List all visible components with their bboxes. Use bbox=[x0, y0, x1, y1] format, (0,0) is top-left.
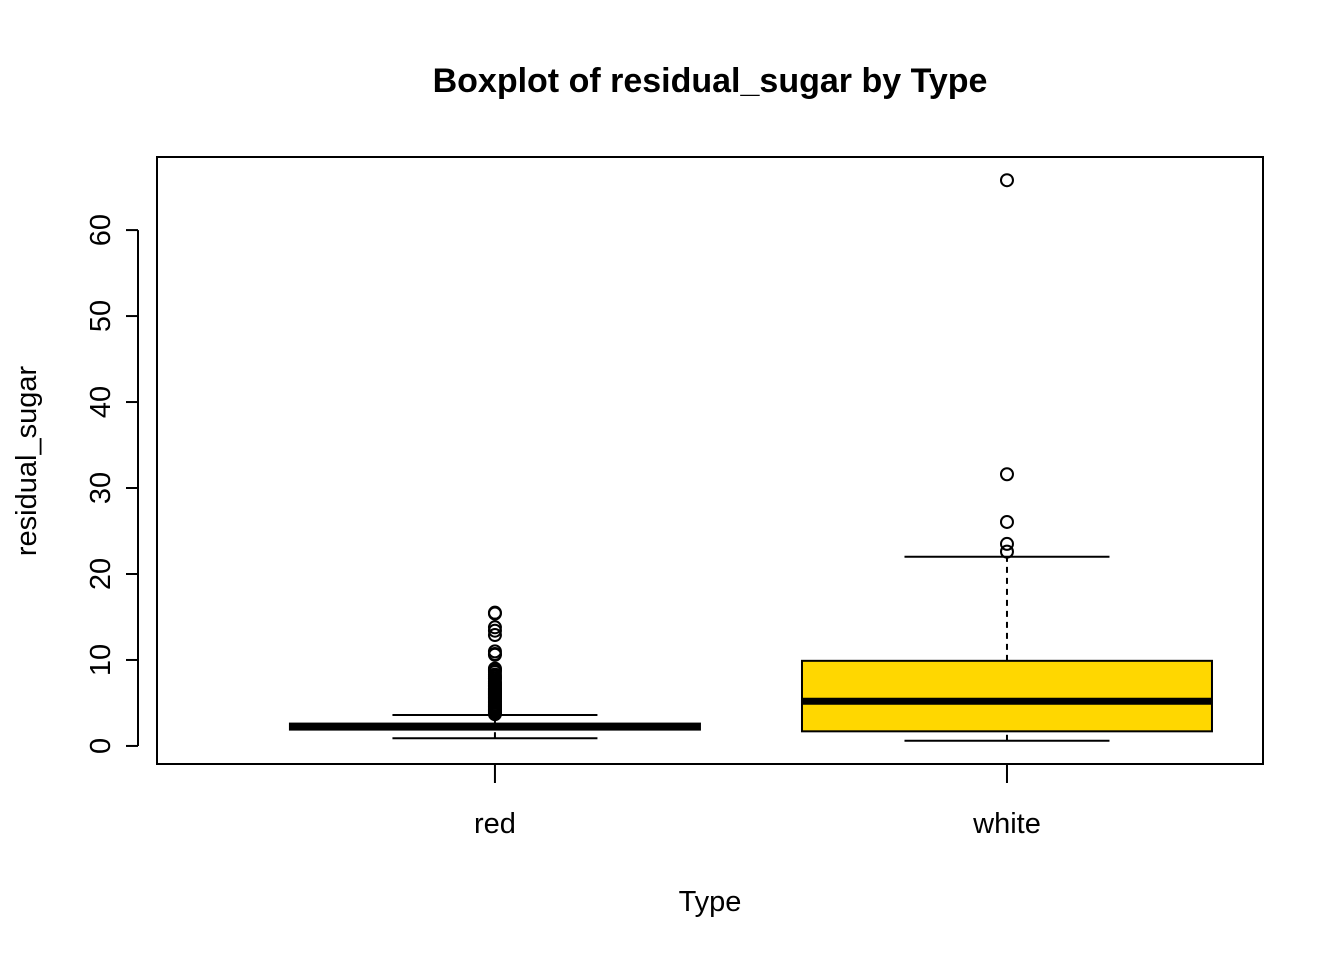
y-tick-label: 20 bbox=[85, 558, 117, 590]
outlier-point bbox=[999, 467, 1014, 482]
outlier-point bbox=[999, 173, 1014, 188]
y-tick-label: 30 bbox=[85, 472, 117, 504]
y-tick-label: 10 bbox=[85, 644, 117, 676]
x-tick-label: white bbox=[972, 808, 1041, 840]
x-tick-label: red bbox=[474, 808, 516, 840]
y-tick-label: 40 bbox=[85, 386, 117, 418]
y-tick-label: 50 bbox=[85, 300, 117, 332]
x-axis-label: Type bbox=[679, 886, 742, 918]
outlier-point bbox=[487, 620, 502, 635]
box-red bbox=[288, 605, 701, 740]
y-tick-label: 0 bbox=[85, 738, 117, 754]
outlier-point bbox=[999, 544, 1014, 559]
y-axis-label: residual_sugar bbox=[11, 366, 43, 557]
outlier-point bbox=[999, 536, 1014, 551]
y-axis: 0 10 20 30 40 50 60 bbox=[85, 214, 139, 754]
chart-title: Boxplot of residual_sugar by Type bbox=[433, 62, 988, 100]
outlier-point bbox=[487, 628, 502, 643]
outlier-point bbox=[999, 514, 1014, 529]
iqr-box bbox=[800, 659, 1213, 733]
boxes-layer bbox=[288, 173, 1213, 742]
box-white bbox=[800, 173, 1213, 742]
x-axis: red white bbox=[474, 764, 1041, 840]
y-tick-label: 60 bbox=[85, 214, 117, 246]
outlier-point bbox=[487, 644, 502, 659]
outlier-point bbox=[487, 661, 502, 676]
outlier-point bbox=[487, 605, 502, 620]
plot-frame bbox=[156, 156, 1264, 765]
